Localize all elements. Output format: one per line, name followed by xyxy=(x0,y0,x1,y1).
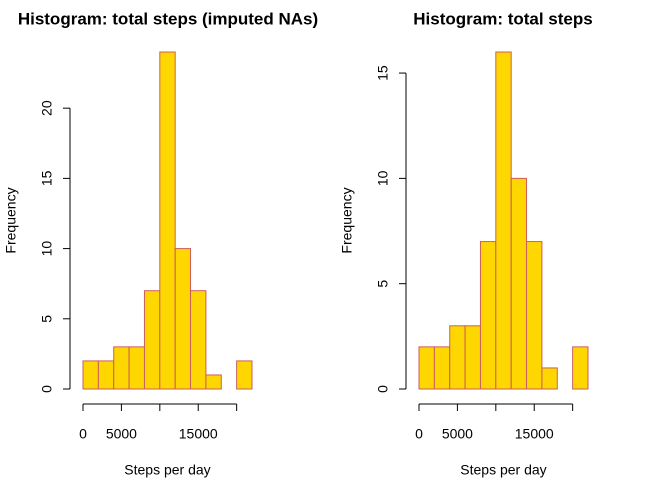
x-tick-label: 5000 xyxy=(442,426,473,442)
x-tick-label: 5000 xyxy=(106,426,137,442)
bar xyxy=(449,325,466,390)
bar xyxy=(113,346,130,390)
bar xyxy=(159,51,176,390)
x-tick-label: 0 xyxy=(415,426,423,442)
bar xyxy=(541,367,558,390)
y-tick-label: 15 xyxy=(375,65,391,81)
bar xyxy=(526,241,543,390)
y-tick-label: 10 xyxy=(39,241,55,257)
y-axis-label: Frequency xyxy=(339,187,355,253)
bar xyxy=(190,290,207,390)
y-tick-label: 0 xyxy=(375,385,391,393)
bar xyxy=(143,290,161,390)
bar xyxy=(97,360,115,390)
bar xyxy=(433,346,451,390)
x-axis-label: Steps per day xyxy=(124,462,210,478)
bar xyxy=(236,360,253,390)
bar xyxy=(128,346,145,390)
bar xyxy=(205,374,222,390)
chart-title: Histogram: total steps xyxy=(413,9,592,28)
bar xyxy=(572,346,589,390)
bar xyxy=(510,177,528,390)
chart-title: Histogram: total steps (imputed NAs) xyxy=(18,9,318,28)
y-tick-label: 10 xyxy=(375,170,391,186)
x-tick-label: 0 xyxy=(79,426,87,442)
y-tick-label: 15 xyxy=(39,170,55,186)
x-tick-label: 15000 xyxy=(179,426,218,442)
bar xyxy=(479,241,497,390)
bar xyxy=(174,248,192,390)
y-axis-label: Frequency xyxy=(3,187,19,253)
bar xyxy=(495,51,512,390)
y-tick-label: 5 xyxy=(375,280,391,288)
bar xyxy=(464,325,481,390)
x-tick-label: 15000 xyxy=(515,426,554,442)
y-tick-label: 0 xyxy=(39,385,55,393)
x-axis-label: Steps per day xyxy=(460,462,546,478)
bar xyxy=(82,360,99,390)
y-tick-label: 5 xyxy=(39,315,55,323)
bar xyxy=(418,346,435,390)
y-tick-label: 20 xyxy=(39,100,55,116)
